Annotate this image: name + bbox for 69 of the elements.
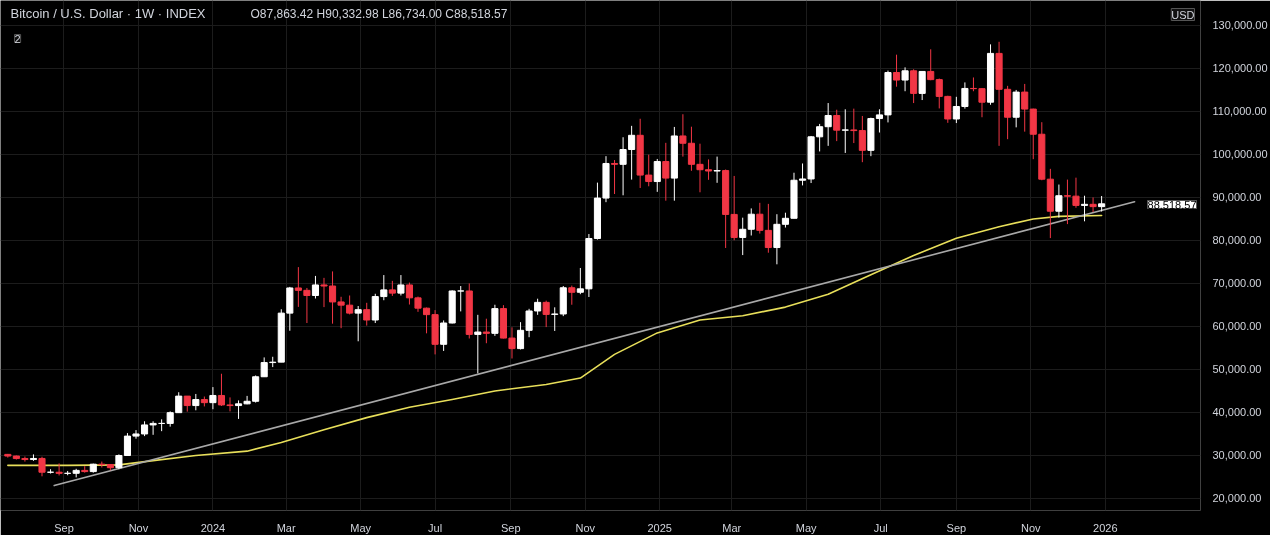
candlestick (910, 68, 918, 104)
candlestick (55, 462, 63, 476)
y-tick-label: 40,000.00 (1212, 406, 1262, 419)
x-tick-label: Mar (276, 521, 296, 534)
candlestick (679, 113, 687, 158)
candlestick (457, 285, 465, 312)
y-tick-label: 120,000.00 (1212, 62, 1268, 75)
candlestick (645, 154, 653, 187)
y-tick-label: 90,000.00 (1212, 191, 1262, 204)
x-tick-label: Sep (946, 521, 967, 534)
candlestick (1021, 83, 1029, 133)
candlestick (1080, 195, 1089, 222)
annotation: 88,518.57 (1147, 198, 1197, 211)
line-series (7, 214, 1103, 467)
x-tick-label: 2025 (647, 521, 672, 534)
candlestick (892, 54, 901, 88)
y-tick-label: 80,000.00 (1212, 234, 1262, 247)
candlestick (38, 456, 46, 477)
candlestick (756, 202, 764, 235)
candlestick (662, 142, 670, 202)
text: O87,863.42 H90,332.98 L86,734.00 C88,518.57 (250, 6, 508, 21)
y-tick-label: 70,000.00 (1212, 277, 1262, 290)
candlestick (363, 302, 371, 327)
y-tick-label: 50,000.00 (1212, 363, 1262, 376)
x-tick-label: Jul (873, 521, 888, 534)
candlestick (764, 203, 772, 254)
x-tick-label: May (350, 521, 372, 534)
candlestick (482, 318, 490, 344)
y-tick-label: 20,000.00 (1212, 492, 1262, 505)
y-tick-label: 130,000.00 (1212, 19, 1268, 32)
candlestick (1055, 184, 1063, 219)
candlestick (833, 109, 841, 142)
candlestick (422, 307, 431, 334)
x-tick-label: Sep (54, 521, 74, 534)
candlestick (918, 70, 926, 101)
annotation: 2 (14, 32, 21, 45)
candlestick (841, 108, 849, 154)
x-tick-label: Nov (575, 521, 596, 534)
y-tick-label: 100,000.00 (1212, 148, 1268, 161)
candlestick (610, 159, 619, 195)
candlestick (311, 275, 320, 299)
candlestick (1089, 196, 1097, 213)
x-tick-label: May (795, 521, 818, 534)
candlestick (568, 285, 576, 306)
annotation: USD (1171, 8, 1195, 21)
candlestick (209, 386, 217, 410)
candlestick (354, 305, 362, 342)
candlestick (747, 207, 755, 236)
candlestick (901, 66, 909, 92)
candlestick (474, 314, 482, 374)
x-tick-label: 2026 (1093, 521, 1118, 534)
candlestick (516, 321, 525, 350)
candlestick (551, 306, 559, 332)
x-tick-label: Nov (1021, 521, 1042, 534)
x-tick-label: Sep (500, 521, 521, 534)
y-tick-label: 110,000.00 (1212, 105, 1267, 118)
x-tick-label: 2024 (200, 521, 226, 534)
candlestick (397, 274, 405, 296)
x-tick-label: Mar (722, 521, 742, 534)
candlestick (713, 156, 721, 184)
candlestick (927, 48, 935, 81)
candlestick (542, 300, 550, 328)
y-tick-label: 30,000.00 (1212, 449, 1262, 462)
x-tick-label: Nov (128, 521, 149, 534)
candlestick (653, 158, 661, 193)
y-tick-label: 60,000.00 (1212, 320, 1262, 333)
chart-title: Bitcoin / U.S. Dollar · 1W · INDEX (10, 5, 206, 21)
x-tick-label: Jul (428, 521, 443, 534)
candlestick (739, 217, 747, 256)
